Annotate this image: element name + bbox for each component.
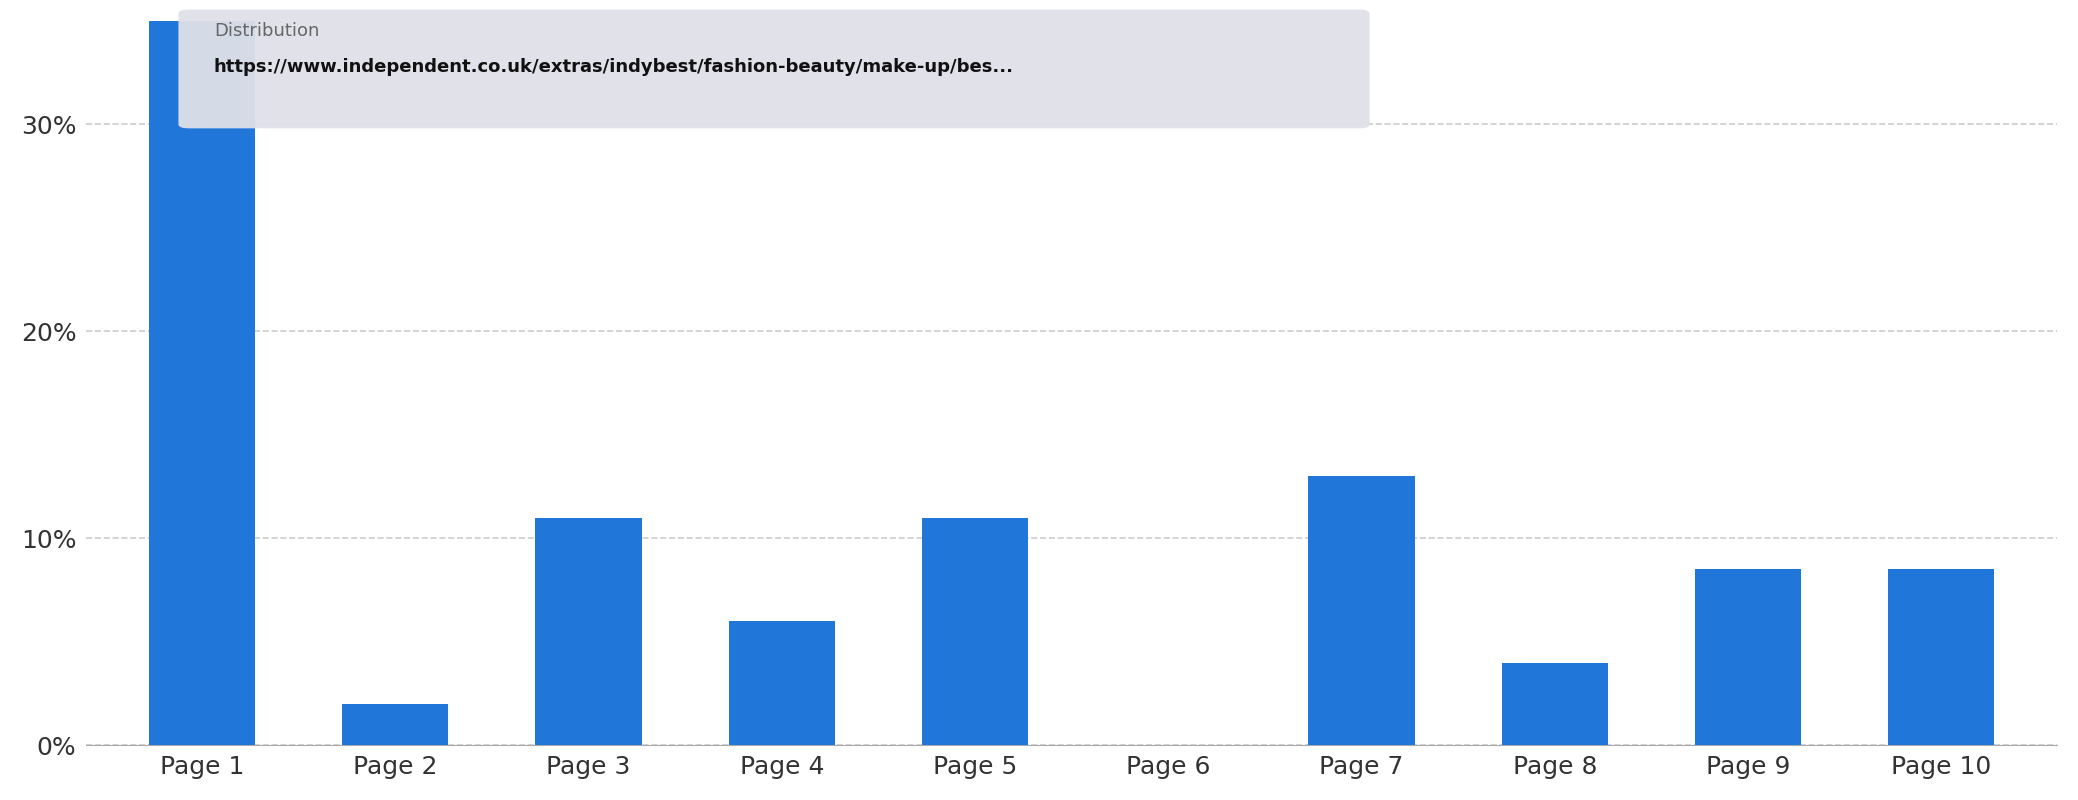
Bar: [923, 518, 1029, 746]
Bar: [343, 704, 449, 746]
Text: https://www.independent.co.uk/extras/indybest/fashion-beauty/make-up/bes...: https://www.independent.co.uk/extras/ind…: [214, 58, 1014, 75]
Bar: [536, 518, 642, 746]
Bar: [1889, 570, 1995, 746]
Text: Distribution: Distribution: [214, 22, 320, 39]
Bar: [150, 21, 256, 746]
Bar: [1502, 662, 1608, 746]
Bar: [1309, 476, 1415, 746]
Bar: [729, 622, 835, 746]
Bar: [1696, 570, 1802, 746]
